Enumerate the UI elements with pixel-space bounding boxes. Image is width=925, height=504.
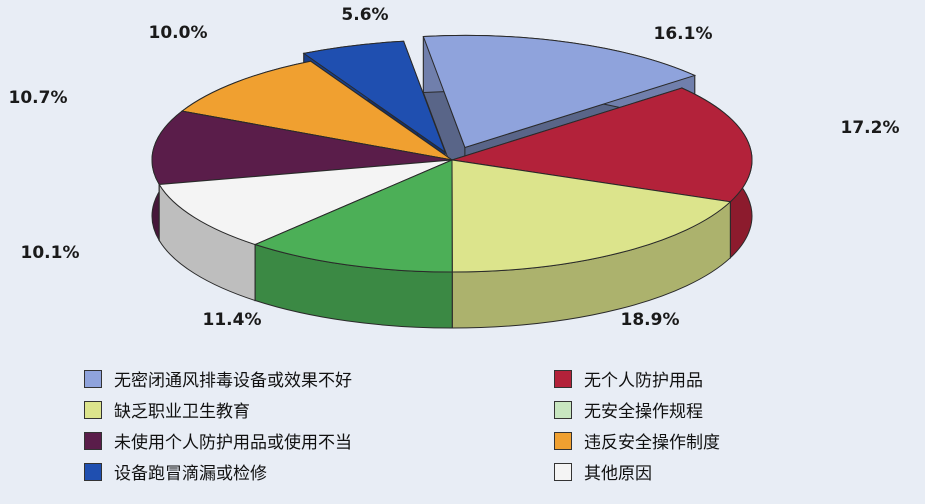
legend-label: 无密闭通风排毒设备或效果不好 <box>114 371 352 391</box>
pie-chart-svg: 17.2% 18.9% 11.4% 10.1% 10.7% 10.0% 5.6% 16.1% <box>9 5 900 330</box>
legend-label: 其他原因 <box>584 464 652 484</box>
legend-swatch <box>554 400 572 419</box>
legend-label: 违反安全操作制度 <box>584 433 720 453</box>
slice-value-label: 18.9% <box>621 310 680 330</box>
legend-label: 无个人防护用品 <box>584 371 703 391</box>
slice-value-label: 11.4% <box>203 310 262 330</box>
legend-label: 无安全操作规程 <box>584 402 703 422</box>
legend-item: 无密闭通风排毒设备或效果不好 <box>84 366 554 391</box>
slice-value-label: 10.7% <box>9 88 68 108</box>
legend-label: 设备跑冒滴漏或检修 <box>114 464 267 484</box>
pie-slice <box>253 159 453 329</box>
legend-item: 无安全操作规程 <box>554 397 844 422</box>
slice-value-label: 10.1% <box>21 243 80 263</box>
chart-legend: 无密闭通风排毒设备或效果不好 无个人防护用品缺乏职业卫生教育 无安全操作规程未使用个… <box>84 366 844 484</box>
legend-swatch <box>84 462 102 481</box>
legend-swatch <box>84 369 102 388</box>
slice-value-label: 10.0% <box>149 23 208 43</box>
legend-swatch <box>84 431 102 450</box>
legend-swatch <box>84 400 102 419</box>
legend-swatch <box>554 431 572 450</box>
legend-swatch <box>554 462 572 481</box>
legend-item: 无个人防护用品 <box>554 366 844 391</box>
legend-item: 缺乏职业卫生教育 <box>84 397 554 422</box>
legend-item: 其他原因 <box>554 459 844 484</box>
slice-value-label: 16.1% <box>654 24 713 44</box>
legend-item: 违反安全操作制度 <box>554 428 844 453</box>
legend-item: 设备跑冒滴漏或检修 <box>84 459 554 484</box>
slice-value-label: 17.2% <box>841 118 900 138</box>
legend-label: 缺乏职业卫生教育 <box>114 402 250 422</box>
legend-swatch <box>554 369 572 388</box>
legend-label: 未使用个人防护用品或使用不当 <box>114 433 352 453</box>
slice-value-label: 5.6% <box>341 5 388 25</box>
legend-item: 未使用个人防护用品或使用不当 <box>84 428 554 453</box>
